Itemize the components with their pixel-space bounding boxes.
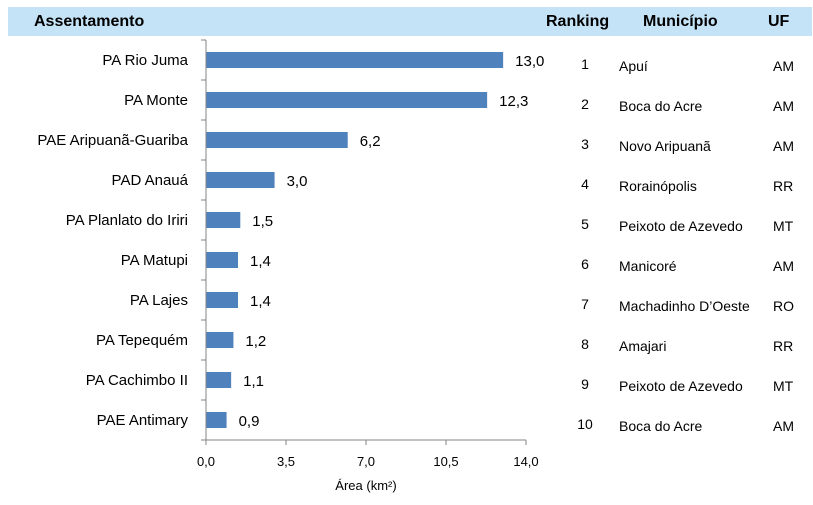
ranking-cell: 1	[581, 56, 589, 72]
category-label: PA Tepequém	[96, 332, 188, 349]
municipio-cell: Manicoré	[619, 258, 677, 274]
bar-3	[206, 132, 348, 148]
ranking-cell: 6	[581, 256, 589, 272]
header-uf: UF	[768, 13, 790, 30]
municipio-cell: Peixoto de Azevedo	[619, 218, 743, 234]
x-tick-label: 0,0	[197, 454, 215, 469]
ranking-cell: 8	[581, 336, 589, 352]
bar-4	[206, 172, 275, 188]
data-label: 1,4	[250, 293, 271, 310]
category-label: PA Rio Juma	[102, 52, 188, 69]
ranking-cell: 7	[581, 296, 589, 312]
municipio-cell: Rorainópolis	[619, 178, 697, 194]
data-label: 0,9	[239, 413, 260, 430]
bar-10	[206, 412, 227, 428]
data-label: 1,5	[252, 213, 273, 230]
x-axis-title: Área (km²)	[335, 478, 396, 493]
data-label: 1,4	[250, 253, 271, 270]
uf-cell: MT	[773, 218, 794, 234]
header-assentamento: Assentamento	[34, 13, 145, 30]
bar-1	[206, 52, 504, 68]
bar-8	[206, 332, 234, 348]
category-label: PAE Antimary	[97, 412, 189, 429]
header-band	[8, 7, 812, 36]
bar-6	[206, 252, 238, 268]
category-label: PA Lajes	[130, 292, 188, 309]
municipio-cell: Boca do Acre	[619, 98, 703, 114]
ranking-cell: 9	[581, 376, 589, 392]
municipio-cell: Apuí	[619, 58, 648, 74]
bar-2	[206, 92, 488, 108]
uf-cell: MT	[773, 378, 794, 394]
uf-cell: AM	[773, 138, 794, 154]
data-label: 1,1	[243, 373, 264, 390]
uf-cell: AM	[773, 58, 794, 74]
data-label: 13,0	[515, 53, 544, 70]
category-label: PAE Aripuanã-Guariba	[37, 132, 188, 149]
category-label: PAD Anauá	[112, 172, 189, 189]
municipio-cell: Novo Aripuanã	[619, 138, 711, 154]
category-label: PA Cachimbo II	[86, 372, 188, 389]
x-tick-label: 7,0	[357, 454, 375, 469]
category-label: PA Planlato do Iriri	[66, 212, 188, 229]
data-label: 6,2	[360, 133, 381, 150]
bar-9	[206, 372, 232, 388]
ranking-cell: 10	[577, 416, 593, 432]
ranking-cell: 2	[581, 96, 589, 112]
uf-cell: RR	[773, 338, 794, 354]
municipio-cell: Boca do Acre	[619, 418, 703, 434]
category-label: PA Matupi	[121, 252, 188, 269]
uf-cell: RR	[773, 178, 794, 194]
ranking-cell: 3	[581, 136, 589, 152]
header-ranking: Ranking	[546, 13, 610, 30]
uf-cell: AM	[773, 258, 794, 274]
data-label: 12,3	[499, 93, 528, 110]
data-label: 3,0	[287, 173, 308, 190]
x-tick-label: 14,0	[513, 454, 538, 469]
uf-cell: AM	[773, 98, 794, 114]
bar-5	[206, 212, 241, 228]
municipio-cell: Machadinho D’Oeste	[619, 298, 750, 314]
bar-7	[206, 292, 238, 308]
municipio-cell: Peixoto de Azevedo	[619, 378, 743, 394]
category-label: PA Monte	[124, 92, 188, 109]
uf-cell: RO	[773, 298, 794, 314]
data-label: 1,2	[245, 333, 266, 350]
municipio-cell: Amajari	[619, 338, 667, 354]
header-municipio: Município	[643, 13, 718, 30]
ranking-cell: 4	[581, 176, 589, 192]
x-tick-label: 3,5	[277, 454, 295, 469]
uf-cell: AM	[773, 418, 794, 434]
ranking-cell: 5	[581, 216, 589, 232]
x-tick-label: 10,5	[433, 454, 458, 469]
